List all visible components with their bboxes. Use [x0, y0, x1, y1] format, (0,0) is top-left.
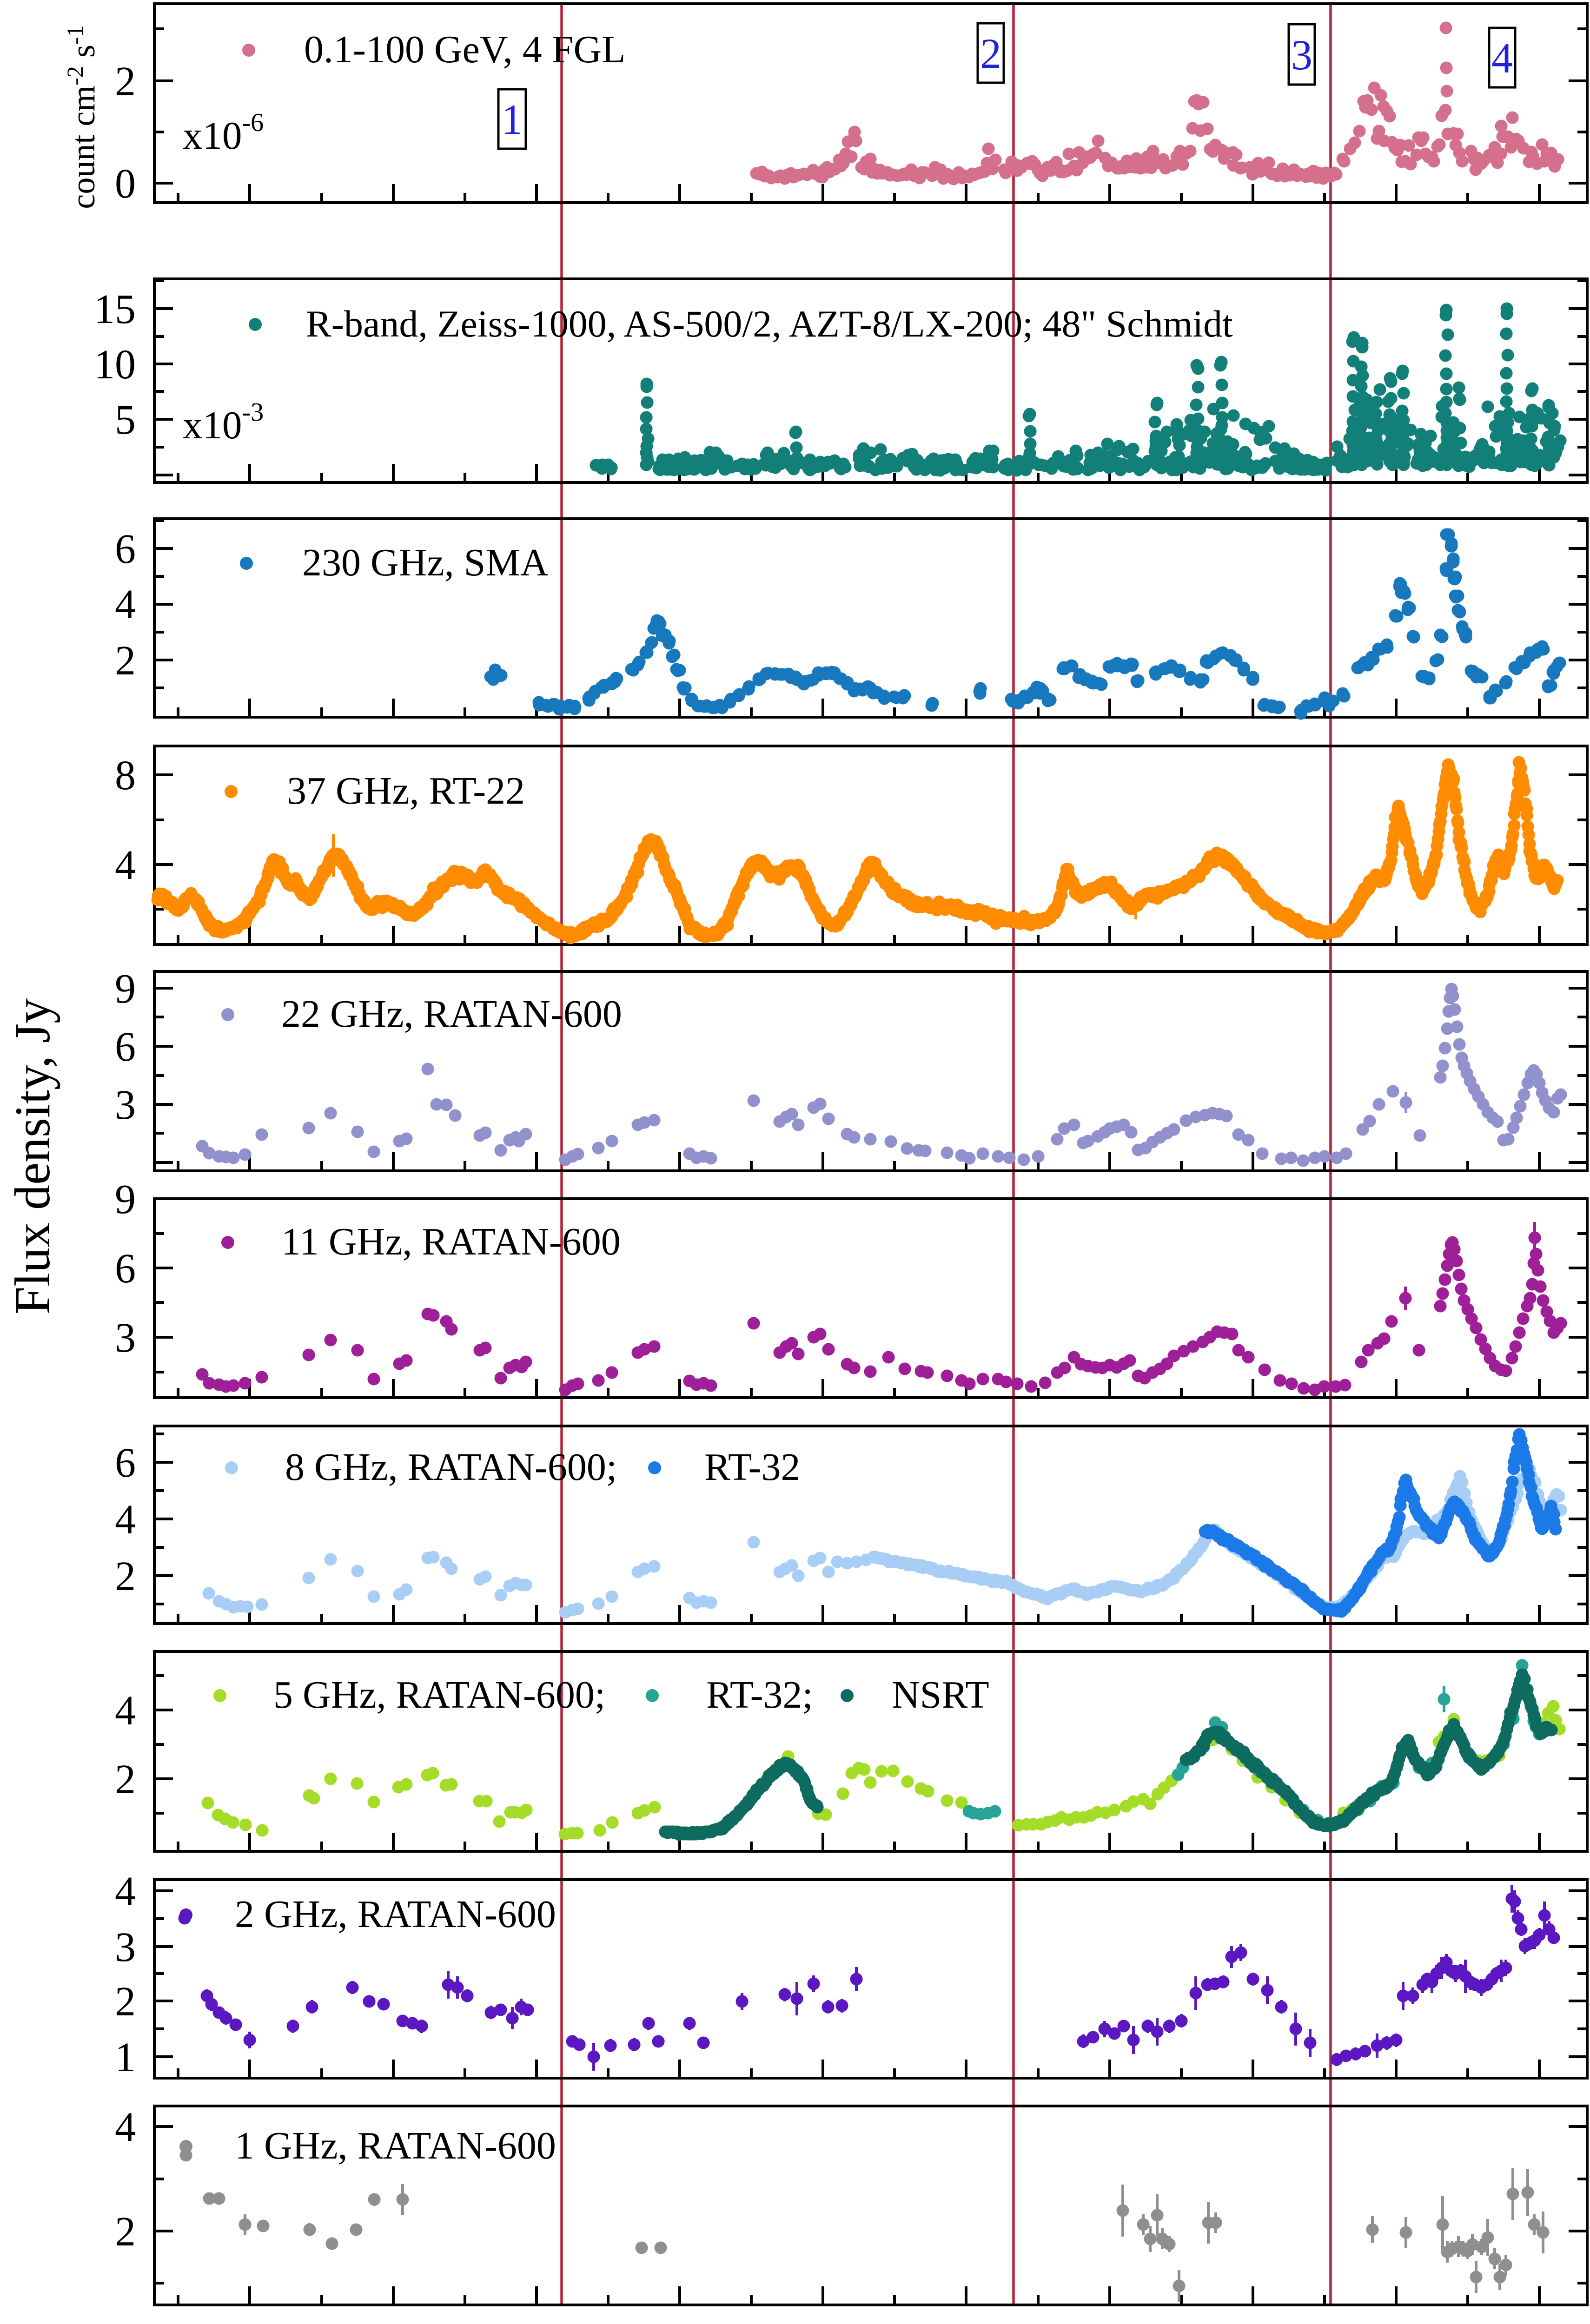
- svg-text:2025: 2025: [1498, 2320, 1580, 2324]
- svg-text:2: 2: [980, 30, 1001, 77]
- svg-text:0.1-100 GeV, 4 FGL: 0.1-100 GeV, 4 FGL: [304, 28, 625, 71]
- svg-text:10: 10: [94, 342, 136, 388]
- svg-text:6: 6: [115, 1440, 136, 1486]
- svg-text:2016: 2016: [1069, 2320, 1151, 2324]
- svg-text:1998: 1998: [209, 2320, 291, 2324]
- svg-text:2: 2: [115, 1553, 136, 1599]
- svg-text:RT-32: RT-32: [704, 1446, 801, 1489]
- svg-text:15: 15: [94, 286, 136, 332]
- svg-text:2013: 2013: [925, 2320, 1007, 2324]
- svg-text:6: 6: [115, 1246, 136, 1292]
- svg-text:9: 9: [115, 966, 136, 1012]
- svg-text:2004: 2004: [496, 2320, 577, 2324]
- svg-text:NSRT: NSRT: [892, 1673, 989, 1717]
- svg-text:1: 1: [502, 96, 523, 143]
- svg-text:3: 3: [1291, 31, 1312, 79]
- svg-text:6: 6: [115, 526, 136, 572]
- svg-text:2: 2: [115, 1979, 136, 2025]
- svg-text:5: 5: [115, 397, 136, 443]
- svg-text:11 GHz, RATAN-600: 11 GHz, RATAN-600: [281, 1220, 621, 1263]
- svg-text:2019: 2019: [1212, 2320, 1294, 2324]
- svg-text:4: 4: [115, 1868, 136, 1915]
- svg-text:x10-6: x10-6: [183, 108, 264, 158]
- svg-text:4: 4: [1491, 34, 1513, 82]
- svg-text:2: 2: [115, 59, 136, 105]
- svg-text:Flux density, Jy: Flux density, Jy: [5, 998, 60, 1314]
- svg-text:37 GHz, RT-22: 37 GHz, RT-22: [287, 769, 525, 812]
- svg-text:2007: 2007: [639, 2320, 721, 2324]
- svg-text:RT-32;: RT-32;: [706, 1673, 813, 1717]
- svg-text:2 GHz, RATAN-600: 2 GHz, RATAN-600: [235, 1893, 556, 1936]
- svg-text:4: 4: [115, 842, 136, 888]
- svg-text:8: 8: [115, 753, 136, 799]
- svg-text:3: 3: [115, 1315, 136, 1361]
- svg-text:5 GHz, RATAN-600;: 5 GHz, RATAN-600;: [273, 1673, 605, 1717]
- svg-text:6: 6: [115, 1024, 136, 1070]
- svg-text:2001: 2001: [352, 2320, 434, 2324]
- svg-text:3: 3: [115, 1924, 136, 1970]
- svg-text:R-band, Zeiss-1000, AS-500/2,: R-band, Zeiss-1000, AS-500/2, AZT-8/LX-2…: [306, 303, 1233, 345]
- svg-text:2: 2: [115, 638, 136, 684]
- svg-text:2022: 2022: [1355, 2320, 1437, 2324]
- svg-text:0: 0: [115, 161, 136, 207]
- svg-text:count cm-2 s-1: count cm-2 s-1: [62, 25, 102, 209]
- svg-text:4: 4: [115, 1688, 136, 1734]
- svg-text:1: 1: [115, 2034, 136, 2080]
- svg-text:4: 4: [115, 1497, 136, 1543]
- svg-text:230 GHz, SMA: 230 GHz, SMA: [302, 541, 549, 584]
- svg-text:2010: 2010: [782, 2320, 864, 2324]
- svg-text:9: 9: [115, 1176, 136, 1222]
- svg-text:4: 4: [115, 581, 136, 627]
- svg-text:8 GHz, RATAN-600;: 8 GHz, RATAN-600;: [285, 1446, 617, 1489]
- svg-text:3: 3: [115, 1082, 136, 1128]
- svg-text:2: 2: [115, 2209, 136, 2255]
- svg-text:4: 4: [115, 2104, 136, 2150]
- svg-text:2: 2: [115, 1756, 136, 1802]
- svg-text:22 GHz, RATAN-600: 22 GHz, RATAN-600: [281, 992, 622, 1036]
- svg-text:1 GHz, RATAN-600: 1 GHz, RATAN-600: [235, 2124, 556, 2167]
